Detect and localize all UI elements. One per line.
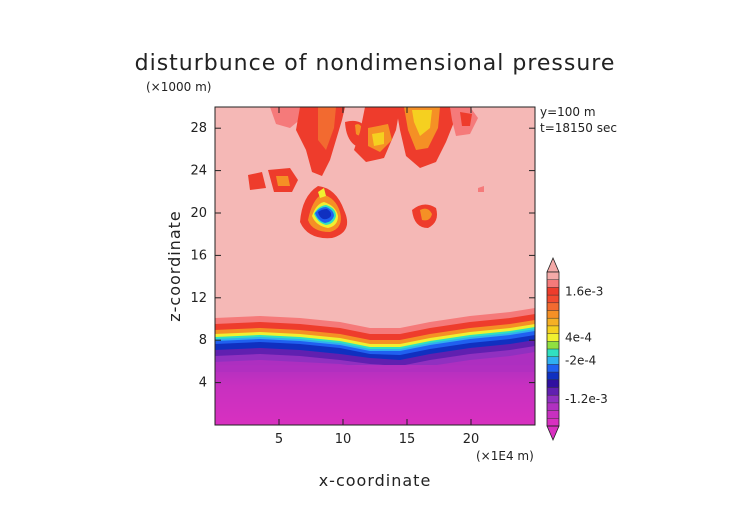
- colorbar-swatch: [547, 318, 559, 327]
- plot-frame: [214, 106, 536, 426]
- colorbar-swatch: [547, 279, 559, 288]
- positive-patches: [248, 107, 484, 228]
- y-tick-label: 20: [190, 206, 207, 221]
- chart-title: disturbunce of nondimensional pressure: [135, 51, 616, 76]
- colorbar: 1.6e-3 4e-4 -2e-4 -1.2e-3: [546, 256, 608, 442]
- y-axis: 4 8 12 16 20 24 28: [190, 121, 535, 391]
- colorbar-tick-label: -2e-4: [565, 354, 596, 368]
- colorbar-swatch: [547, 302, 559, 311]
- colorbar-swatch: [547, 379, 559, 388]
- annotation-y: y=100 m: [540, 105, 596, 119]
- y-tick-label: 8: [199, 333, 207, 348]
- x-tick-label: 20: [463, 432, 480, 447]
- colorbar-swatch: [547, 410, 559, 419]
- colorbar-swatch: [547, 310, 559, 319]
- y-tick-label: 16: [190, 248, 207, 263]
- annotation-time: t=18150 sec: [540, 121, 617, 135]
- colorbar-swatch: [547, 395, 559, 404]
- colorbar-bottom-arrow: [546, 425, 560, 442]
- x-unit-label: (×1E4 m): [476, 449, 534, 463]
- x-axis: 5 10 15 20: [275, 107, 479, 447]
- y-axis-label: z-coordinate: [165, 210, 184, 322]
- colorbar-swatch: [547, 295, 559, 304]
- colorbar-swatch: [547, 325, 559, 334]
- colorbar-swatch: [547, 333, 559, 342]
- contour-field: [215, 107, 535, 425]
- y-tick-label: 24: [190, 164, 207, 179]
- z-unit-label: (×1000 m): [146, 80, 211, 94]
- y-tick-label: 28: [190, 121, 207, 136]
- colorbar-swatch: [547, 387, 559, 396]
- x-tick-label: 5: [275, 432, 283, 447]
- colorbar-tick-label: 1.6e-3: [565, 284, 603, 298]
- x-axis-label: x-coordinate: [319, 471, 432, 490]
- y-tick-label: 12: [190, 291, 207, 306]
- colorbar-swatch: [547, 372, 559, 381]
- field-background-lower: [215, 365, 535, 425]
- colorbar-tick-label: -1.2e-3: [565, 392, 608, 406]
- x-tick-label: 15: [399, 432, 416, 447]
- negative-core: [300, 186, 348, 239]
- colorbar-swatch: [547, 341, 559, 350]
- colorbar-swatch: [547, 356, 559, 365]
- colorbar-swatch: [547, 287, 559, 296]
- colorbar-swatch: [547, 349, 559, 357]
- y-tick-label: 4: [199, 376, 207, 391]
- colorbar-swatch: [547, 364, 559, 373]
- transition-band: [215, 308, 535, 425]
- colorbar-swatch: [547, 402, 559, 411]
- colorbar-swatch: [547, 272, 559, 280]
- colorbar-top-arrow: [546, 256, 560, 273]
- colorbar-swatch: [547, 418, 559, 427]
- colorbar-tick-label: 4e-4: [565, 330, 592, 344]
- x-tick-label: 10: [335, 432, 352, 447]
